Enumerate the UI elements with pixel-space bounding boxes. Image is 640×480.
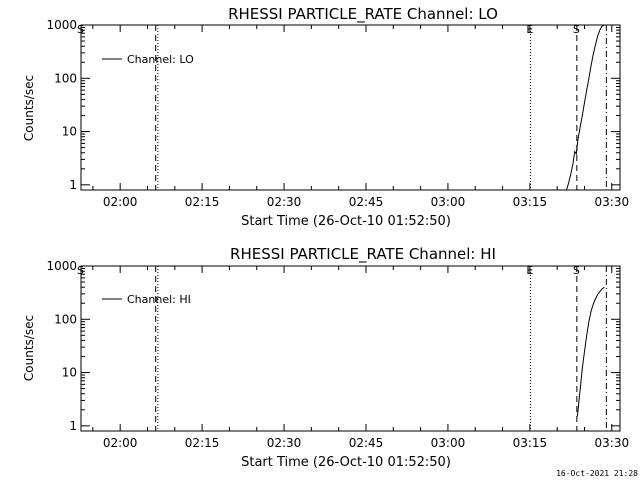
x-tick-label: 03:15 [513,195,548,209]
marker-label: S [77,264,84,277]
legend: Channel: LO [102,53,194,66]
series-line [576,286,605,417]
x-tick-label: 03:30 [595,436,630,450]
y-tick-label: 1000 [46,18,77,32]
chart-panel-hi: RHESSI PARTICLE_RATE Channel: HI Counts/… [22,245,629,470]
x-tick-label: 02:00 [103,436,138,450]
legend-label: Channel: HI [127,293,191,306]
y-axis-label: Counts/sec [22,75,36,141]
marker-label: S [573,264,580,277]
x-tick-label: 02:15 [185,195,220,209]
y-tick-label: 10 [62,366,77,380]
legend-label: Channel: LO [127,53,194,66]
x-axis-label: Start Time (26-Oct-10 01:52:50) [241,214,451,229]
x-tick-label: 02:15 [185,436,220,450]
x-axis-label: Start Time (26-Oct-10 01:52:50) [241,455,451,470]
x-tick-label: 03:15 [513,436,548,450]
marker-label: E [526,23,533,36]
x-tick-label: 02:45 [349,436,384,450]
y-tick-label: 100 [54,71,77,85]
x-tick-label: 02:00 [103,195,138,209]
marker-label: S [573,23,580,36]
x-tick-label: 03:00 [431,195,466,209]
x-tick-label: 03:00 [431,436,466,450]
series-line [566,24,607,191]
marker-label: E [526,264,533,277]
x-tick-label: 02:30 [267,195,302,209]
plot-frame [80,265,621,432]
x-tick-label: 02:30 [267,436,302,450]
y-tick-label: 10 [62,125,77,139]
chart-title: RHESSI PARTICLE_RATE Channel: HI [230,245,496,264]
chart-panel-lo: RHESSI PARTICLE_RATE Channel: LO Counts/… [22,5,629,229]
marker-label: S [77,23,84,36]
chart-title: RHESSI PARTICLE_RATE Channel: LO [228,5,498,24]
x-tick-label: 03:30 [595,195,630,209]
legend: Channel: HI [102,293,191,306]
footer-timestamp: 16-Oct-2021 21:28 [556,469,638,478]
y-tick-label: 1 [69,419,77,433]
y-tick-label: 1000 [46,259,77,273]
plot-frame [80,24,621,191]
y-axis-label: Counts/sec [22,315,36,381]
x-tick-label: 02:45 [349,195,384,209]
y-tick-label: 100 [54,312,77,326]
y-tick-label: 1 [69,178,77,192]
